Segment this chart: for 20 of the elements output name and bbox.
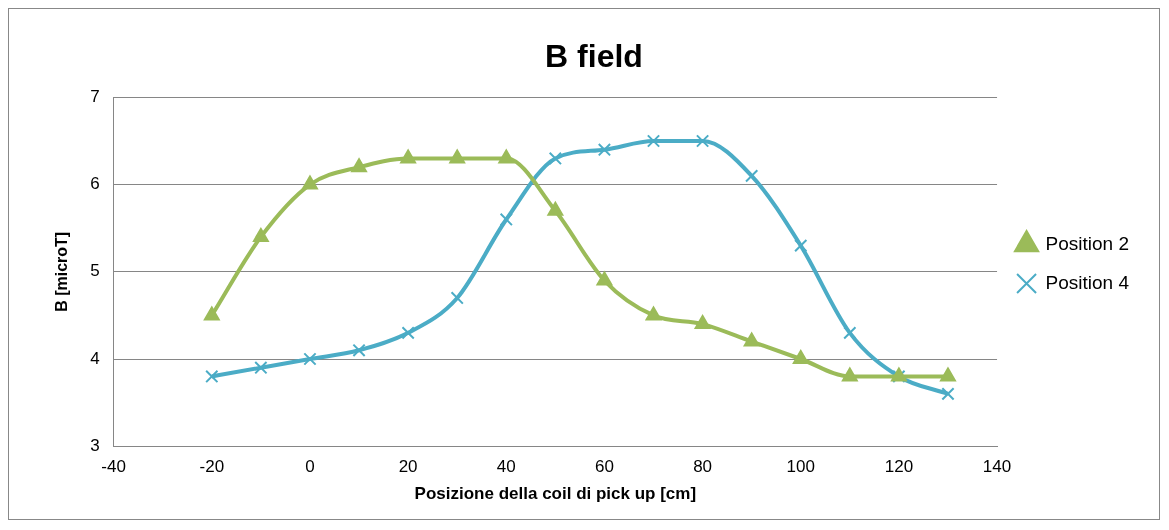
chart-title: B field bbox=[545, 38, 643, 75]
y-tick-label: 7 bbox=[90, 87, 100, 107]
y-tick-label: 5 bbox=[90, 261, 100, 281]
y-tick-label: 3 bbox=[90, 435, 100, 455]
legend-label: Position 4 bbox=[1045, 271, 1130, 293]
x-tick-label: 140 bbox=[982, 457, 1012, 477]
x-tick-label: -20 bbox=[199, 457, 225, 477]
x-tick-label: 80 bbox=[693, 457, 713, 477]
y-tick-label: 4 bbox=[90, 348, 100, 368]
x-tick-label: 120 bbox=[884, 457, 914, 477]
x-axis-title: Posizione della coil di pick up [cm] bbox=[414, 484, 697, 504]
y-axis-title: B [microT] bbox=[53, 231, 71, 312]
x-tick-label: 0 bbox=[305, 457, 315, 477]
x-tick-label: 60 bbox=[594, 457, 614, 477]
x-tick-label: -40 bbox=[101, 457, 126, 477]
legend-label: Position 2 bbox=[1045, 232, 1130, 254]
x-tick-label: 100 bbox=[786, 457, 815, 477]
y-tick-label: 6 bbox=[90, 174, 100, 194]
x-tick-label: 20 bbox=[398, 457, 418, 477]
x-tick-label: 40 bbox=[496, 457, 516, 477]
